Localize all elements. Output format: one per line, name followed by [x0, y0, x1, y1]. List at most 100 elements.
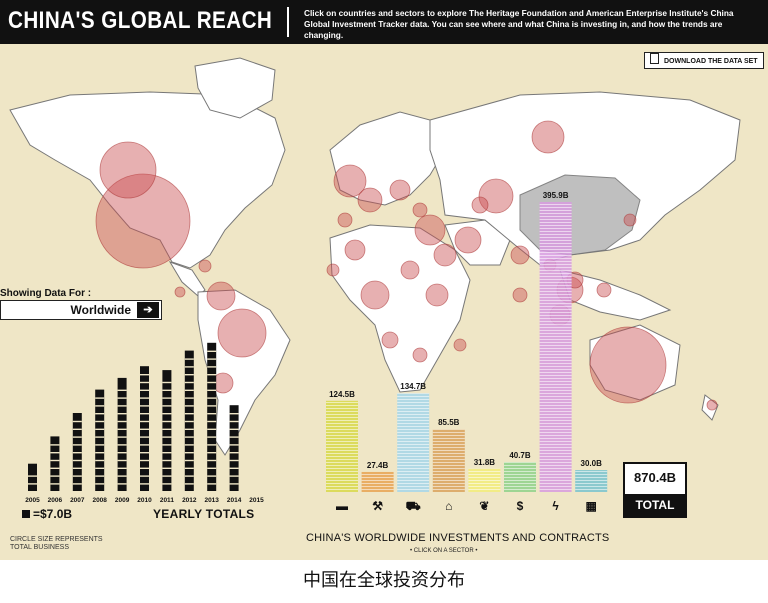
investment-circle	[217, 308, 267, 358]
year-bar-segment	[207, 413, 217, 415]
energy-icon[interactable]: ϟ	[552, 499, 559, 513]
investment-circle	[360, 280, 390, 310]
real-estate-icon[interactable]: ⌂	[445, 499, 453, 513]
investment-circle	[337, 212, 353, 228]
year-bar-segment	[50, 467, 60, 469]
header-divider	[287, 7, 289, 37]
sector-value-label: 85.5B	[438, 418, 460, 428]
year-bar-2005[interactable]	[28, 463, 37, 491]
investment-circle	[510, 245, 530, 265]
year-bar-segment	[72, 436, 82, 438]
year-label: 2012	[182, 497, 197, 504]
year-bar-2014[interactable]	[229, 405, 239, 491]
mining-icon[interactable]: ⚒	[372, 499, 383, 513]
yearly-chart[interactable]	[0, 0, 768, 560]
year-bar-segment	[140, 452, 149, 454]
year-bar-segment	[207, 405, 217, 407]
year-bar-segment	[50, 483, 60, 485]
total-label: TOTAL	[625, 494, 685, 516]
header-bar: CHINA'S GLOBAL REACH Click on countries …	[0, 0, 768, 44]
investment-circle	[344, 239, 366, 261]
year-bar-segment	[162, 420, 172, 423]
investment-circle	[596, 282, 612, 298]
unit-label: =$7.0B	[33, 507, 73, 521]
technology-icon[interactable]: ▦	[585, 499, 597, 513]
year-bar-segment	[184, 374, 194, 376]
year-bar-segment	[95, 452, 105, 454]
year-bar-segment	[162, 413, 172, 415]
unit-legend: =$7.0B	[22, 507, 72, 521]
year-bar-segment	[95, 459, 105, 462]
sector-value-label: 27.4B	[366, 460, 389, 470]
investment-circle	[95, 173, 191, 269]
year-bar-segment	[95, 405, 105, 407]
year-bar-segment	[184, 428, 194, 430]
year-bar-segment	[207, 374, 217, 376]
year-bar-segment	[184, 358, 194, 360]
year-bar-segment	[162, 381, 172, 384]
year-bar-segment	[184, 420, 194, 423]
year-bar-segment	[117, 444, 127, 446]
year-bar-segment	[117, 467, 127, 469]
agriculture-icon[interactable]: ❦	[479, 499, 490, 513]
year-bar-segment	[117, 436, 127, 438]
year-bar-segment	[229, 428, 239, 430]
year-bar-segment	[229, 452, 239, 454]
investment-circle	[478, 178, 514, 214]
year-bar-segment	[117, 452, 127, 454]
year-bar-segment	[229, 475, 239, 477]
year-bar-2006[interactable]	[50, 436, 60, 491]
right-arrow-icon[interactable]: ➔	[137, 302, 159, 318]
year-bar-segment	[72, 444, 82, 446]
metals-icon[interactable]: ▬	[336, 499, 348, 513]
year-bar-2013[interactable]	[207, 342, 217, 491]
year-bar-segment	[184, 436, 194, 438]
year-bar-segment	[117, 428, 127, 430]
sector-chart[interactable]	[0, 0, 768, 560]
year-bar-segment	[184, 475, 194, 477]
year-bar-segment	[207, 389, 217, 391]
stage: CHINA'S GLOBAL REACH Click on countries …	[0, 0, 768, 560]
year-bar-segment	[184, 413, 194, 415]
year-bar-segment	[95, 413, 105, 415]
unit-square-icon	[22, 510, 30, 518]
sector-value-label: 124.5B	[329, 389, 355, 399]
map-africa	[329, 224, 471, 393]
finance-icon[interactable]: $	[516, 499, 524, 513]
year-bar-segment	[207, 452, 217, 454]
year-bar-segment	[229, 467, 239, 469]
sector-chart-title: CHINA'S WORLDWIDE INVESTMENTS AND CONTRA…	[306, 532, 610, 544]
sector-bar-stripes	[575, 470, 608, 492]
investment-circle	[453, 338, 467, 352]
year-bar-segment	[28, 483, 37, 485]
year-bar-segment	[140, 459, 149, 462]
world-map[interactable]	[0, 0, 768, 560]
investment-circle	[623, 213, 637, 227]
year-bar-2011[interactable]	[162, 370, 172, 491]
download-data-button[interactable]: DOWNLOAD THE DATA SET	[644, 52, 764, 69]
year-bar-segment	[162, 475, 172, 477]
transport-icon[interactable]: ⛟	[405, 499, 421, 513]
map-greenland	[194, 57, 276, 119]
total-box: 870.4B TOTAL	[623, 462, 687, 518]
investment-circle	[333, 164, 367, 198]
year-bar-segment	[50, 444, 60, 446]
sector-bar-stripes	[432, 429, 465, 492]
year-label: 2014	[226, 497, 242, 504]
year-bar-segment	[207, 428, 217, 430]
investment-circle	[206, 281, 236, 311]
year-bar-segment	[95, 483, 105, 485]
year-bar-segment	[72, 459, 82, 462]
investment-circle	[512, 287, 528, 303]
investment-circle	[425, 283, 449, 307]
region-selector[interactable]: Worldwide ➔	[0, 300, 162, 320]
year-bar-segment	[140, 413, 149, 415]
total-value: 870.4B	[634, 470, 676, 485]
sector-bar-stripes	[468, 468, 501, 492]
year-bar-2009[interactable]	[117, 377, 127, 491]
year-bar-2008[interactable]	[95, 389, 105, 491]
year-bar-segment	[140, 420, 149, 423]
year-bar-segment	[162, 436, 172, 438]
year-bar-segment	[207, 467, 217, 469]
investment-circle	[412, 347, 428, 363]
